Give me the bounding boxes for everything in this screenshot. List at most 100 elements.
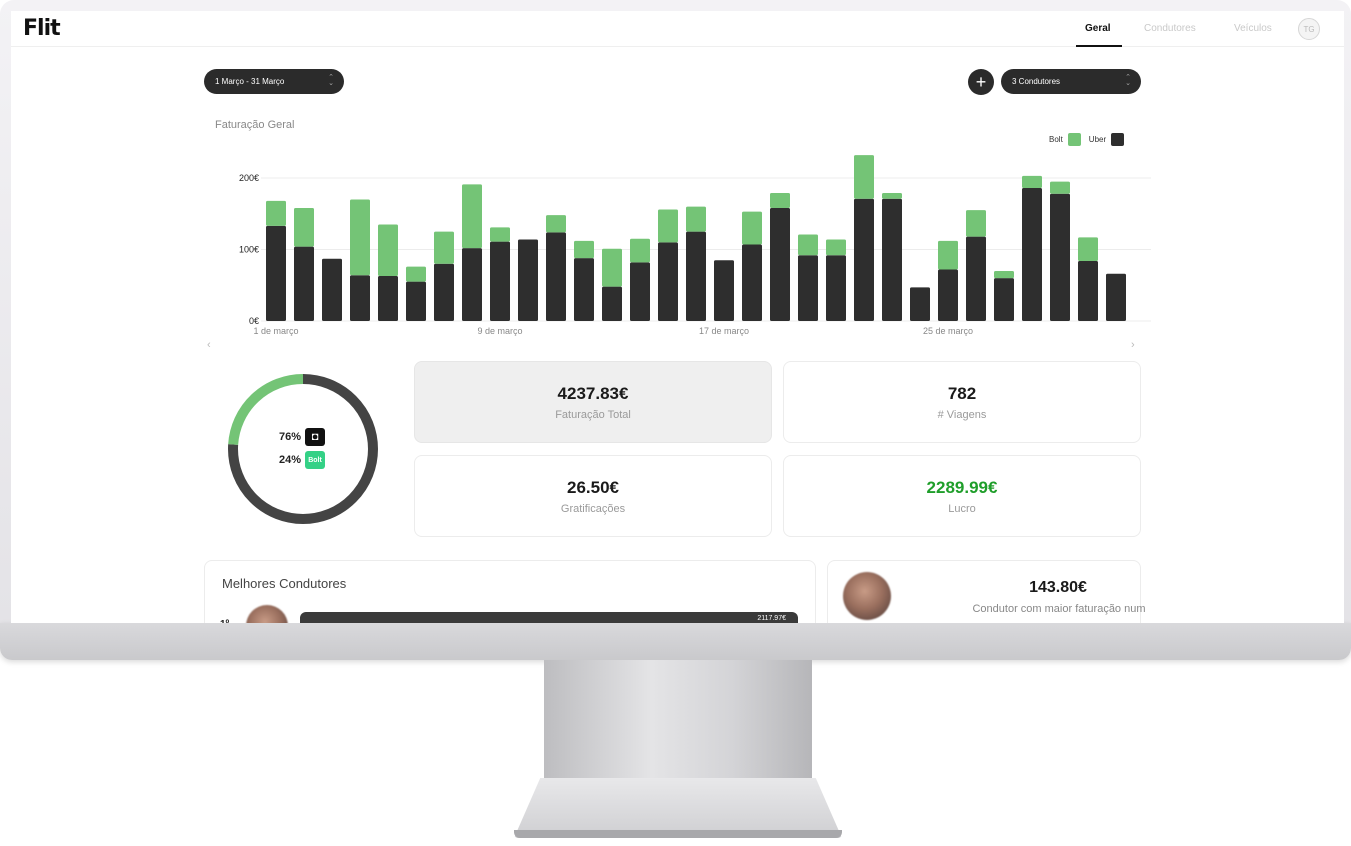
drivers-select-value: 3 Condutores bbox=[1012, 77, 1061, 86]
x-tick-label: 9 de março bbox=[477, 326, 522, 336]
platform-share-donut bbox=[228, 374, 378, 524]
bar-uber bbox=[658, 242, 678, 321]
donut-uber-row: 76% ◘ bbox=[279, 428, 326, 446]
plus-icon: + bbox=[975, 72, 987, 92]
chart-next-icon[interactable]: › bbox=[1131, 339, 1135, 351]
trips-label: # Viagens bbox=[937, 408, 987, 421]
x-tick-label: 1 de março bbox=[253, 326, 298, 336]
bar-uber bbox=[938, 269, 958, 321]
bar-bolt bbox=[854, 155, 874, 199]
bar-uber bbox=[1022, 188, 1042, 321]
bar-uber bbox=[574, 258, 594, 321]
bar-bolt bbox=[1050, 181, 1070, 194]
total-revenue-label: Faturação Total bbox=[555, 408, 631, 421]
stat-card-trips: 782 # Viagens bbox=[783, 361, 1141, 443]
driver-revenue-bar[interactable]: 2117.97€ bbox=[300, 612, 798, 623]
select-arrows-icon: ⌃ ⌄ bbox=[1125, 74, 1131, 87]
bar-bolt bbox=[434, 231, 454, 264]
donut-slice-bolt bbox=[228, 374, 378, 524]
driver-revenue-value: 2117.97€ bbox=[757, 615, 786, 622]
stat-card-total-revenue: 4237.83€ Faturação Total bbox=[414, 361, 772, 443]
bar-uber bbox=[966, 236, 986, 321]
add-driver-button[interactable]: + bbox=[968, 69, 994, 95]
bar-uber bbox=[602, 286, 622, 321]
legend-label-uber: Uber bbox=[1088, 135, 1107, 144]
bar-bolt bbox=[882, 193, 902, 199]
top-nav: Flit Geral Condutores Veículos TG bbox=[11, 11, 1344, 47]
bar-uber bbox=[546, 232, 566, 321]
legend-swatch-uber bbox=[1111, 133, 1125, 146]
bar-uber bbox=[1106, 273, 1126, 321]
bar-bolt bbox=[546, 215, 566, 233]
bar-uber bbox=[770, 208, 790, 321]
uber-icon: ◘ bbox=[305, 428, 326, 446]
tab-condutores[interactable]: Condutores bbox=[1144, 23, 1196, 34]
bar-uber bbox=[1078, 260, 1098, 321]
bar-bolt bbox=[378, 224, 398, 276]
x-tick-label: 25 de março bbox=[923, 326, 973, 336]
bar-bolt bbox=[490, 227, 510, 242]
bar-uber bbox=[686, 231, 706, 321]
monitor-stand-neck bbox=[544, 660, 812, 780]
bar-bolt bbox=[938, 240, 958, 270]
driver-rank: 1º bbox=[220, 619, 229, 623]
tab-geral[interactable]: Geral bbox=[1085, 23, 1111, 34]
y-tick-label: 100€ bbox=[239, 245, 259, 255]
total-revenue-value: 4237.83€ bbox=[557, 383, 629, 403]
bar-uber bbox=[350, 275, 370, 321]
active-tab-indicator bbox=[1076, 45, 1122, 47]
bar-uber bbox=[322, 258, 342, 321]
legend-label-bolt: Bolt bbox=[1049, 135, 1063, 144]
bar-uber bbox=[1050, 193, 1070, 321]
chart-title: Faturação Geral bbox=[215, 119, 295, 131]
user-avatar[interactable]: TG bbox=[1298, 18, 1320, 40]
bar-uber bbox=[854, 198, 874, 321]
bar-uber bbox=[266, 225, 286, 321]
select-arrows-icon: ⌃ ⌄ bbox=[328, 74, 334, 87]
date-range-value: 1 Março - 31 Março bbox=[215, 77, 285, 86]
bar-uber bbox=[630, 262, 650, 321]
stat-card-tips: 26.50€ Gratificações bbox=[414, 455, 772, 537]
bolt-badge: Bolt bbox=[305, 451, 326, 469]
profit-value: 2289.99€ bbox=[926, 477, 998, 497]
monitor-stand-base bbox=[514, 778, 842, 838]
driver-avatar[interactable] bbox=[246, 605, 288, 623]
bar-bolt bbox=[658, 209, 678, 243]
bar-bolt bbox=[406, 266, 426, 282]
bar-bolt bbox=[294, 208, 314, 247]
bar-bolt bbox=[630, 238, 650, 263]
bar-uber bbox=[518, 239, 538, 321]
bar-uber bbox=[826, 255, 846, 321]
app-screen: Flit Geral Condutores Veículos TG 1 Març… bbox=[11, 11, 1344, 623]
bar-uber bbox=[378, 275, 398, 321]
bar-bolt bbox=[994, 270, 1014, 279]
y-tick-label: 200€ bbox=[239, 173, 259, 183]
bar-bolt bbox=[742, 211, 762, 245]
bar-bolt bbox=[462, 184, 482, 249]
app-logo[interactable]: Flit bbox=[23, 16, 61, 41]
bar-uber bbox=[490, 241, 510, 321]
tips-label: Gratificações bbox=[560, 502, 626, 515]
tips-value: 26.50€ bbox=[567, 477, 619, 497]
top-driver-avatar[interactable] bbox=[843, 572, 891, 620]
bar-uber bbox=[882, 198, 902, 321]
bolt-share-value: 24% bbox=[279, 454, 302, 466]
monitor-stand-edge bbox=[514, 830, 842, 838]
bar-uber bbox=[462, 248, 482, 321]
date-range-select[interactable]: 1 Março - 31 Março ⌃ ⌄ bbox=[204, 69, 344, 94]
bar-uber bbox=[294, 246, 314, 321]
x-tick-label: 17 de março bbox=[699, 326, 749, 336]
tab-veiculos[interactable]: Veículos bbox=[1234, 23, 1272, 34]
bar-uber bbox=[406, 281, 426, 321]
bar-bolt bbox=[826, 239, 846, 256]
best-drivers-title: Melhores Condutores bbox=[222, 576, 347, 591]
top-driver-label: Condutor com maior faturação num bbox=[972, 603, 1146, 615]
chart-prev-icon[interactable]: ‹ bbox=[207, 339, 211, 351]
bar-bolt bbox=[574, 240, 594, 259]
y-tick-label: 0€ bbox=[249, 316, 259, 326]
drivers-select[interactable]: 3 Condutores ⌃ ⌄ bbox=[1001, 69, 1141, 94]
profit-label: Lucro bbox=[948, 502, 976, 515]
best-drivers-panel: Melhores Condutores 1º 2117.97€ bbox=[204, 560, 816, 623]
bar-bolt bbox=[770, 193, 790, 209]
trips-value: 782 bbox=[947, 383, 977, 403]
